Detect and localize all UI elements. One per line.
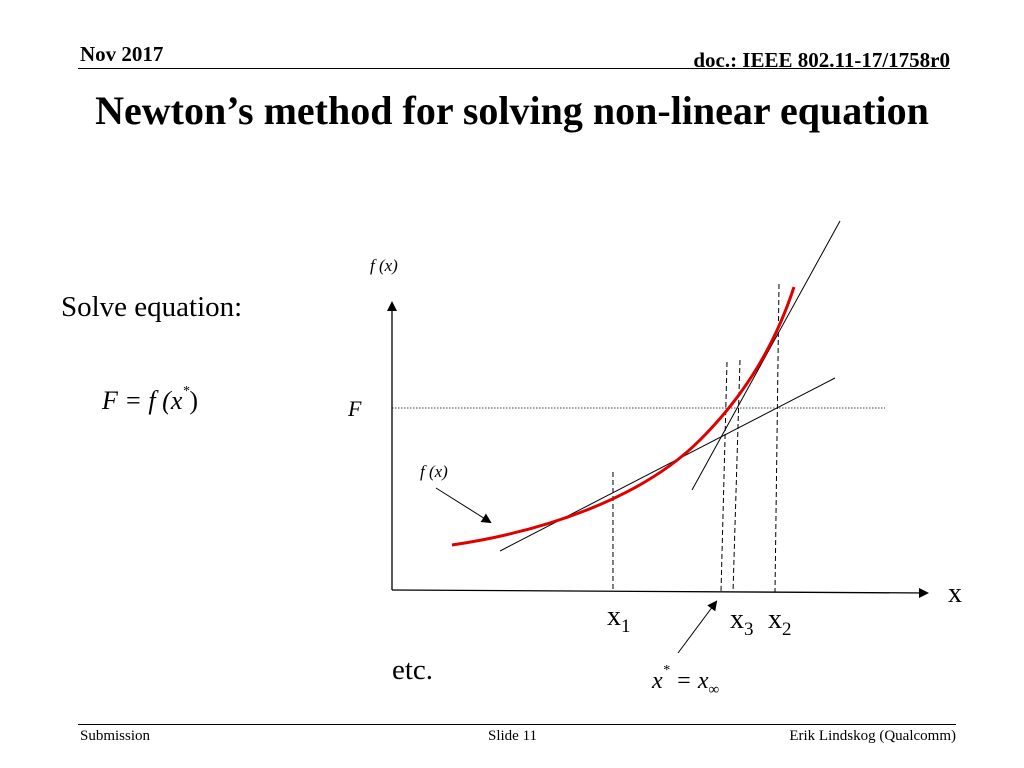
x2-dashed-line	[774, 283, 780, 593]
footer-author: Erik Lindskog (Qualcomm)	[789, 728, 956, 744]
footer-rule	[78, 724, 956, 725]
equation-star: *	[182, 384, 190, 399]
equation-close: )	[189, 386, 199, 415]
footer-slide-number: Slide 11	[488, 728, 538, 744]
equation-lhs: F	[102, 386, 118, 415]
footer-submission: Submission	[80, 728, 151, 744]
etc-label: etc.	[392, 654, 434, 686]
tangent-line-at-x1	[499, 377, 836, 552]
x-axis	[391, 587, 929, 598]
curve-label: f (x)	[420, 462, 448, 481]
x-star-dashed-line	[720, 361, 728, 593]
x-axis-label: x	[948, 578, 962, 609]
limit-label: x* = x∞	[651, 663, 720, 698]
x3-label: x3	[730, 604, 754, 640]
y-axis-label: f (x)	[370, 256, 398, 275]
fx-curve	[451, 286, 796, 547]
equation-formula: F = f (x*)	[102, 384, 198, 416]
x2-label: x2	[768, 604, 792, 640]
curve-pointer-arrow	[435, 487, 492, 524]
x1-label: x1	[607, 601, 631, 637]
header-rule	[78, 68, 950, 69]
x3-dashed-line	[732, 359, 741, 593]
solve-equation-label: Solve equation:	[61, 291, 243, 323]
x-star-pointer-arrow	[677, 600, 718, 654]
header-date: Nov 2017	[80, 42, 164, 66]
tangent-line-at-x2	[691, 220, 841, 491]
level-f-label: F	[347, 396, 362, 421]
slide-title: Newton’s method for solving non-linear e…	[95, 88, 929, 133]
equation-rhs: = f (x	[124, 386, 183, 415]
